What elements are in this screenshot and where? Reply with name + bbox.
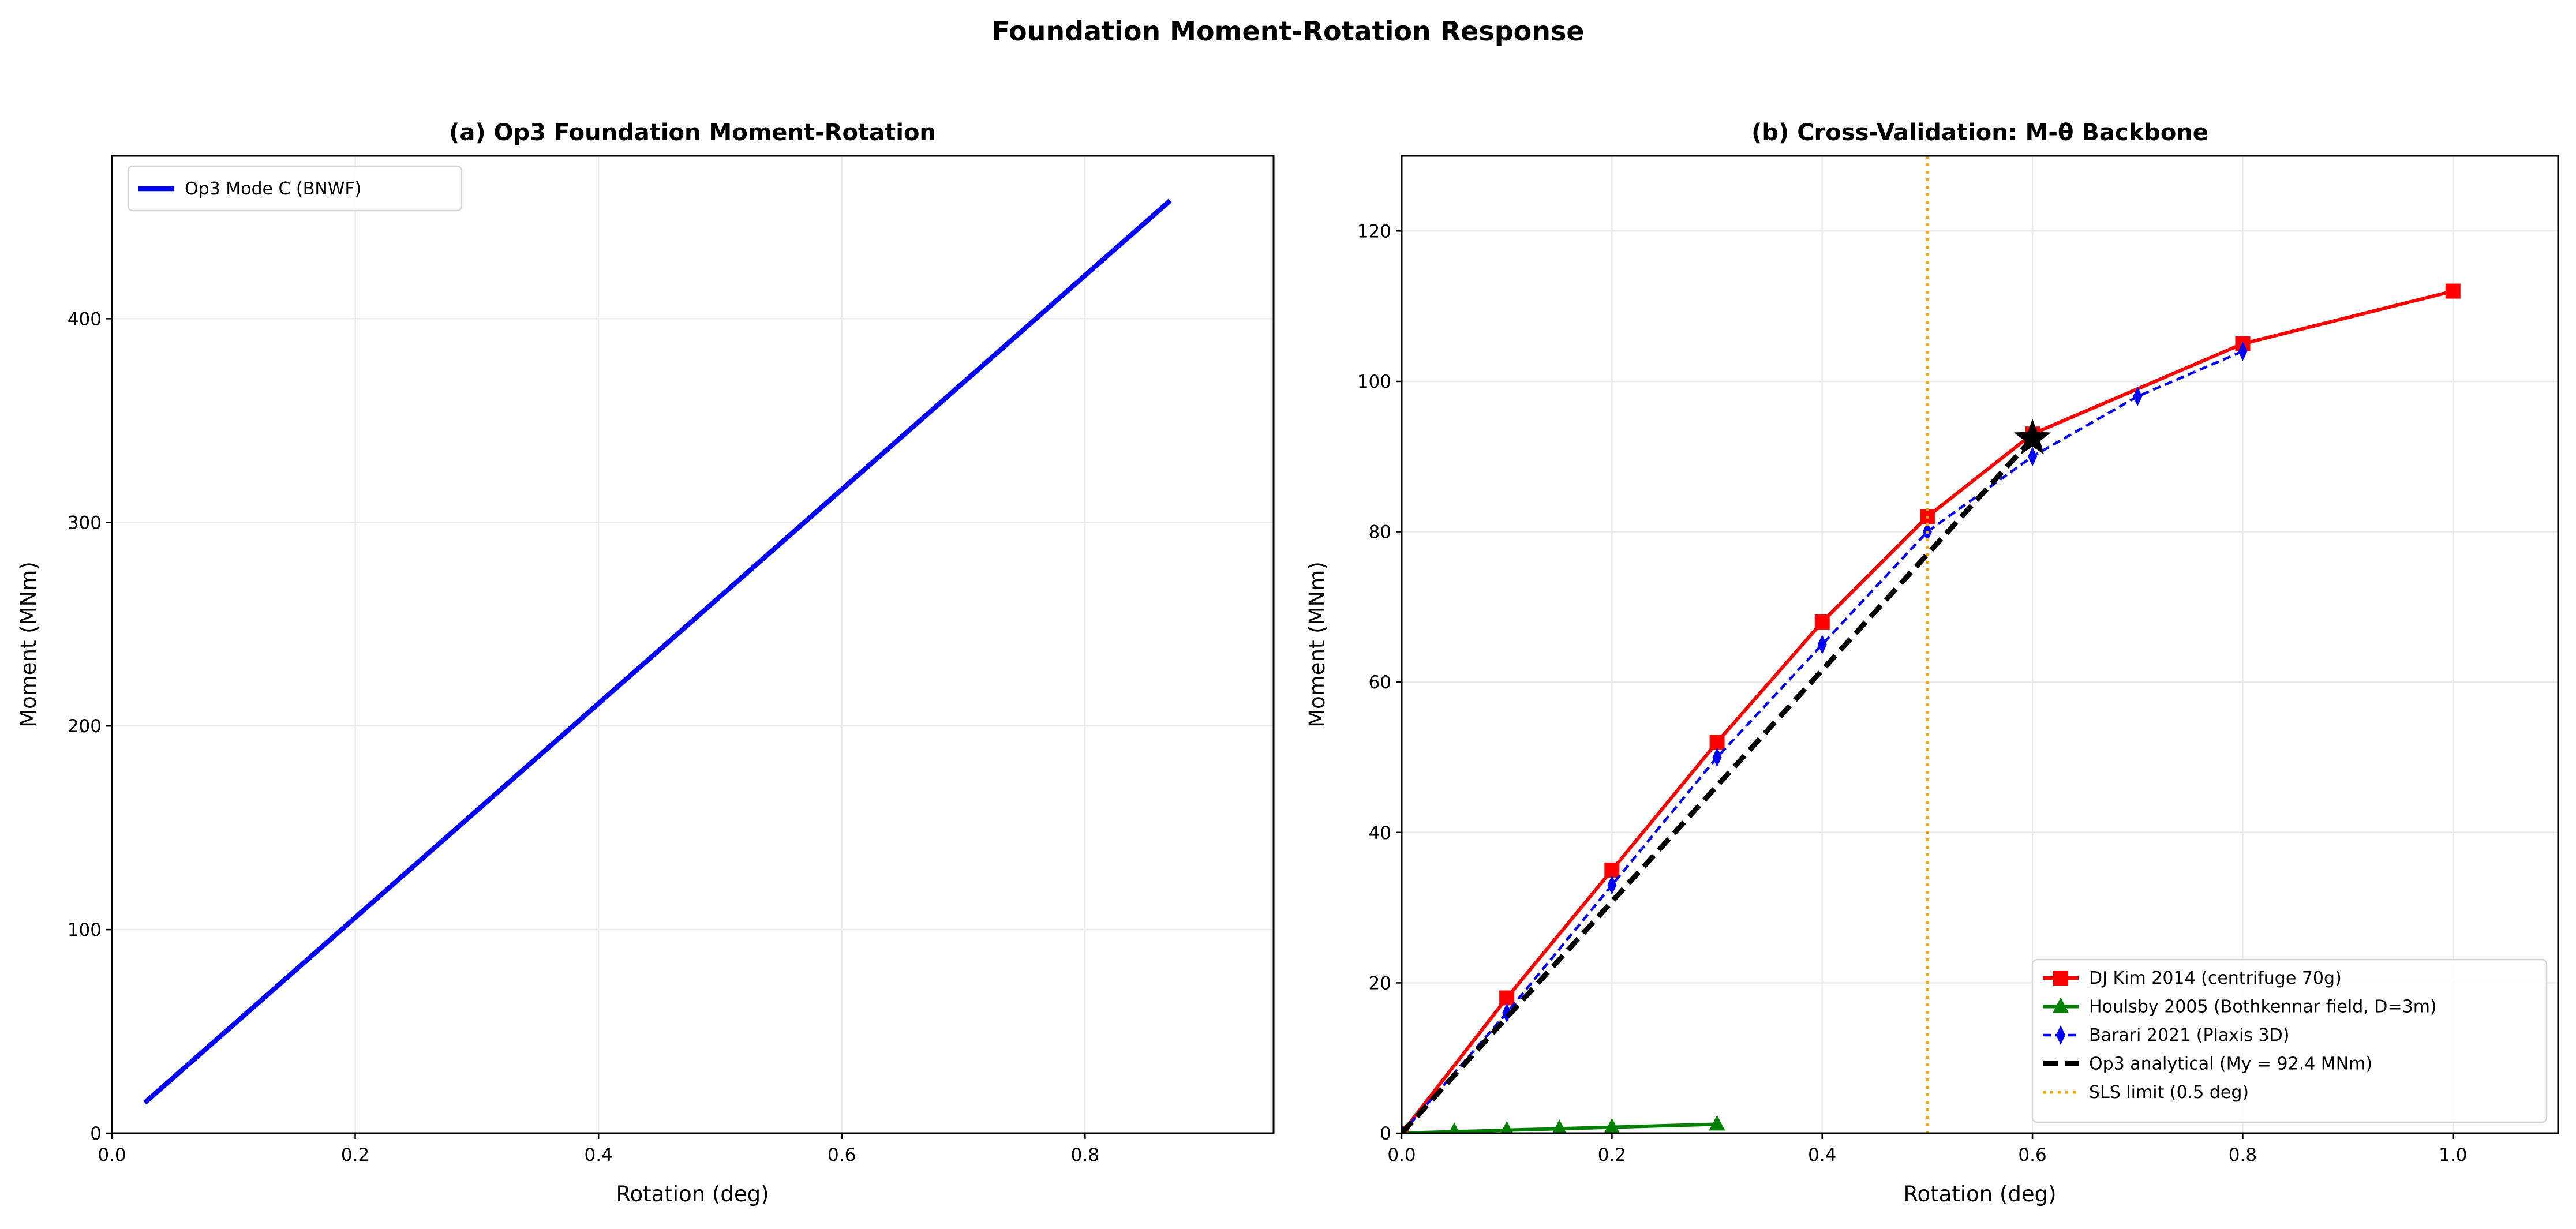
panel-b-legend: DJ Kim 2014 (centrifuge 70g) Houlsby 2005… (2031, 958, 2548, 1123)
panel-b-y-tick-label: 60 (1369, 672, 1391, 693)
data-point-marker (1448, 1122, 1460, 1133)
panel-a-y-tick-label: 100 (68, 920, 102, 941)
panel-a-y-tick-label: 0 (90, 1123, 102, 1144)
data-point-marker (2238, 341, 2248, 361)
yield-star-marker (2013, 419, 2051, 455)
legend-marker (2053, 997, 2069, 1013)
data-point-marker (1814, 614, 1830, 630)
data-point-marker (1712, 747, 1722, 767)
panel-a-x-tick-label: 0.8 (1071, 1145, 1099, 1166)
panel-a-x-tick-label: 0.0 (98, 1145, 126, 1166)
panel-a-x-tick-label: 0.2 (341, 1145, 369, 1166)
series-line (143, 198, 1172, 1105)
panel-b-y-tick-label: 80 (1369, 522, 1391, 543)
panel-a-xlabel: Rotation (deg) (616, 1182, 769, 1206)
panel-a-y-tick-label: 300 (68, 512, 102, 533)
panel-b-xlabel: Rotation (deg) (1903, 1182, 2056, 1206)
data-point-marker (1552, 1119, 1567, 1133)
legend-label: Houlsby 2005 (Bothkennar field, D=3m) (2089, 997, 2437, 1017)
panel-a-y-tick-label: 400 (68, 309, 102, 329)
panel-a-axes-frame (111, 155, 1275, 1134)
data-point-marker (1500, 1121, 1514, 1133)
panel-b-y-tick-label: 20 (1369, 973, 1391, 994)
panel-a: (a) Op3 Foundation Moment-Rotation Rotat… (16, 119, 1275, 1206)
panel-b: (b) Cross-Validation: M-θ Backbone Rotat… (1305, 119, 2559, 1206)
series-line (1402, 1122, 1717, 1133)
panel-b-axes-frame (1401, 155, 2559, 1134)
panel-b-y-tick-label: 100 (1357, 372, 1391, 392)
legend-label: Op3 Mode C (BNWF) (185, 179, 361, 199)
data-point-marker (1499, 990, 1515, 1006)
data-point-marker (1709, 735, 1725, 750)
legend-label: Barari 2021 (Plaxis 3D) (2089, 1025, 2289, 1046)
data-point-marker (1607, 875, 1617, 895)
legend-marker (2053, 971, 2068, 986)
data-point-marker (1604, 862, 1620, 878)
data-point-marker (2133, 386, 2143, 406)
legend-box (2031, 958, 2548, 1123)
legend-label: SLS limit (0.5 deg) (2089, 1082, 2249, 1103)
panel-a-y-tick-label: 200 (68, 716, 102, 737)
panel-b-y-tick-label: 0 (1380, 1123, 1391, 1144)
panel-b-x-tick-label: 0.6 (2018, 1145, 2046, 1166)
panel-b-y-tick-label: 40 (1369, 823, 1391, 844)
legend-label: DJ Kim 2014 (centrifuge 70g) (2089, 968, 2342, 988)
panel-b-ylabel: Moment (MNm) (1305, 561, 1330, 728)
panel-b-x-tick-label: 0.8 (2229, 1145, 2257, 1166)
data-point-marker (1604, 1118, 1620, 1133)
series-line (1402, 350, 2244, 1133)
panel-b-y-tick-label: 120 (1357, 221, 1391, 242)
data-point-marker (1709, 1115, 1725, 1131)
figure-title: Foundation Moment-Rotation Response (991, 16, 1584, 47)
panel-b-x-tick-label: 1.0 (2439, 1145, 2467, 1166)
data-point-marker (1817, 635, 1827, 654)
legend-label: Op3 analytical (My = 92.4 MNm) (2089, 1054, 2372, 1074)
legend-box (127, 165, 463, 212)
legend-marker (2056, 1025, 2065, 1045)
panel-b-title: (b) Cross-Validation: M-θ Backbone (1751, 119, 2208, 146)
panel-a-x-tick-label: 0.4 (584, 1145, 612, 1166)
panel-a-series-0 (143, 198, 1172, 1105)
panel-a-legend: Op3 Mode C (BNWF) (127, 165, 463, 212)
panel-b-x-tick-label: 0.4 (1808, 1145, 1836, 1166)
panel-a-title: (a) Op3 Foundation Moment-Rotation (449, 119, 936, 146)
data-point-marker (2028, 447, 2038, 467)
data-point-marker (2445, 283, 2461, 299)
panel-a-ylabel: Moment (MNm) (16, 561, 41, 728)
panel-a-x-tick-label: 0.6 (828, 1145, 856, 1166)
panel-b-x-tick-label: 0.2 (1598, 1145, 1626, 1166)
panel-b-x-tick-label: 0.0 (1387, 1145, 1416, 1166)
